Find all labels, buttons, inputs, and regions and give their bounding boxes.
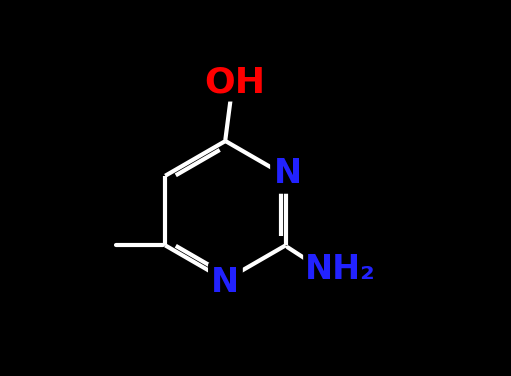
Text: N: N [212,265,240,299]
Text: NH₂: NH₂ [305,253,376,286]
Text: N: N [273,158,301,190]
Text: OH: OH [204,66,265,100]
